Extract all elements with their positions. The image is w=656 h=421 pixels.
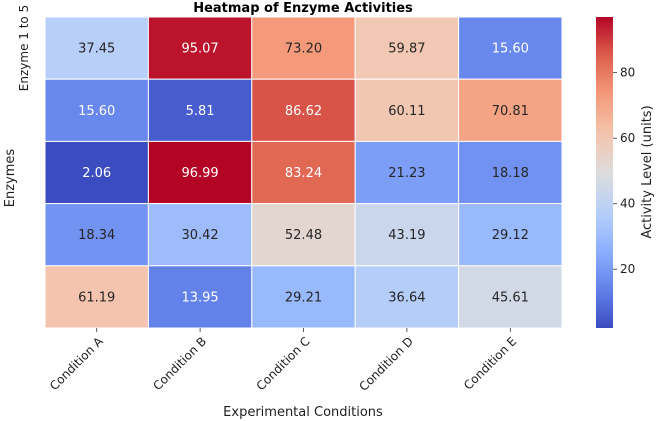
heatmap-cell: [251, 140, 356, 205]
x-tick-labels: Condition A Condition B Condition C Conditi…: [47, 328, 519, 394]
cell-value-label: 30.42: [181, 228, 218, 243]
heatmap-cell: [44, 78, 149, 142]
cell-value-label: 29.21: [285, 290, 322, 305]
heatmap-cell: [458, 16, 563, 80]
cell-value-label: 15.60: [78, 104, 115, 119]
colorbar-tick-label: 20: [620, 262, 635, 276]
colorbar-ticks: 20 40 60 80: [613, 66, 635, 276]
heatmap-cells: [44, 16, 563, 329]
heatmap-cell: [458, 265, 563, 329]
heatmap-cell: [147, 265, 253, 329]
heatmap-cell: [44, 203, 149, 267]
cell-value-label: 2.06: [82, 166, 111, 181]
x-tick-label: Condition A: [47, 334, 106, 393]
cell-value-label: 5.81: [186, 104, 215, 119]
cell-value-label: 13.95: [181, 290, 218, 305]
colorbar: [596, 17, 613, 328]
heatmap-cell: [251, 78, 356, 142]
cell-value-label: 96.99: [181, 166, 218, 181]
cell-value-label: 18.34: [78, 228, 115, 243]
heatmap-cell: [44, 265, 149, 329]
cell-value-label: 29.12: [492, 228, 529, 243]
cell-value-label: 15.60: [492, 42, 529, 57]
y-row-label: Enzyme 1 to 5: [17, 5, 31, 91]
cell-value-label: 43.19: [388, 228, 425, 243]
colorbar-tick-label: 40: [620, 197, 635, 211]
cell-value-label: 45.61: [492, 290, 529, 305]
colorbar-tick-label: 60: [620, 131, 635, 145]
heatmap-cell: [354, 203, 460, 267]
cell-value-label: 70.81: [492, 104, 529, 119]
x-tick-label: Condition E: [461, 334, 519, 392]
heatmap-cell: [354, 140, 460, 205]
chart-title: Heatmap of Enzyme Activities: [193, 1, 413, 16]
heatmap-cell: [251, 16, 356, 80]
heatmap-cell: [354, 16, 460, 80]
colorbar-tick-label: 80: [620, 66, 635, 80]
cell-value-label: 83.24: [285, 166, 322, 181]
heatmap-cell: [44, 16, 149, 80]
cell-value-label: 52.48: [285, 228, 322, 243]
heatmap-cell: [458, 78, 563, 142]
heatmap-cell: [458, 203, 563, 267]
cell-value-label: 37.45: [78, 42, 115, 57]
cell-value-label: 61.19: [78, 290, 115, 305]
cell-value-label: 18.18: [492, 166, 529, 181]
cell-value-label: 95.07: [181, 42, 218, 57]
heatmap-cell: [251, 265, 356, 329]
heatmap-cell: [147, 140, 253, 205]
x-tick-label: Condition D: [356, 334, 416, 394]
heatmap-cell: [251, 203, 356, 267]
x-axis-label: Experimental Conditions: [223, 405, 383, 420]
heatmap-cell: [458, 140, 563, 205]
cell-value-label: 86.62: [285, 104, 322, 119]
heatmap-cell: [147, 16, 253, 80]
heatmap-cell: [147, 203, 253, 267]
cell-value-label: 59.87: [388, 42, 425, 57]
cell-value-label: 21.23: [388, 166, 425, 181]
x-tick-label: Condition C: [254, 334, 313, 393]
heatmap-cell-labels: 37.45 95.07 73.20 59.87 15.60 15.60 5.81 86.62 6…: [78, 42, 529, 306]
y-axis-label: Enzymes: [3, 149, 18, 208]
cell-value-label: 36.64: [388, 290, 425, 305]
colorbar-label: Activity Level (units): [640, 105, 655, 238]
cell-value-label: 60.11: [388, 104, 425, 119]
x-tick-label: Condition B: [150, 334, 209, 393]
cell-value-label: 73.20: [285, 42, 322, 57]
